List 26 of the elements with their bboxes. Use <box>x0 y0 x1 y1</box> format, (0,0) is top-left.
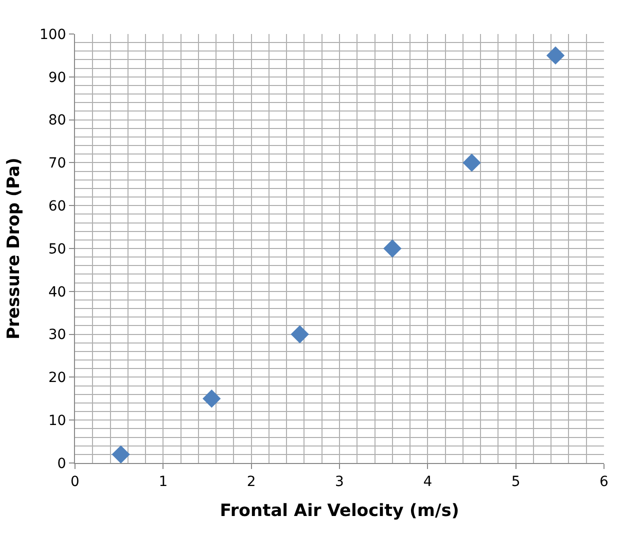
y-tick-label: 0 <box>57 456 66 472</box>
point <box>290 325 309 344</box>
y-axis-title: Pressure Drop (Pa) <box>4 158 24 340</box>
point <box>202 390 221 408</box>
point <box>112 445 130 463</box>
y-tick-label: 20 <box>48 370 66 386</box>
point <box>546 46 565 65</box>
x-axis-title: Frontal Air Velocity (m/s) <box>220 501 460 522</box>
y-tick-label: 60 <box>48 198 66 214</box>
y-tick-label: 40 <box>48 284 66 300</box>
y-tick-label: 80 <box>48 112 66 129</box>
x-tick-label: 0 <box>70 474 80 490</box>
point <box>462 154 481 172</box>
y-tick-label: 50 <box>48 241 66 258</box>
y-tick-label: 10 <box>48 413 66 429</box>
point <box>383 239 402 258</box>
x-tick-label: 2 <box>246 474 256 490</box>
x-tick-label: 3 <box>335 474 344 490</box>
x-tick-label: 1 <box>158 474 168 490</box>
x-tick-label: 5 <box>511 474 520 490</box>
y-tick-label: 90 <box>48 70 66 86</box>
y-tick-label: 100 <box>39 26 66 43</box>
x-tick-label: 6 <box>600 474 609 490</box>
x-tick-label: 4 <box>423 474 432 490</box>
y-tick-label: 30 <box>48 327 66 344</box>
y-tick-label: 70 <box>48 156 66 172</box>
